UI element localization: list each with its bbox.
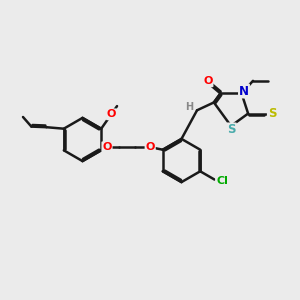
Text: N: N [239,85,249,98]
Text: O: O [203,76,213,86]
Text: O: O [146,142,155,152]
Text: O: O [102,142,112,152]
Text: Cl: Cl [216,176,228,186]
Text: O: O [107,109,116,119]
Text: S: S [227,123,236,136]
Text: S: S [268,107,276,120]
Text: H: H [185,102,194,112]
